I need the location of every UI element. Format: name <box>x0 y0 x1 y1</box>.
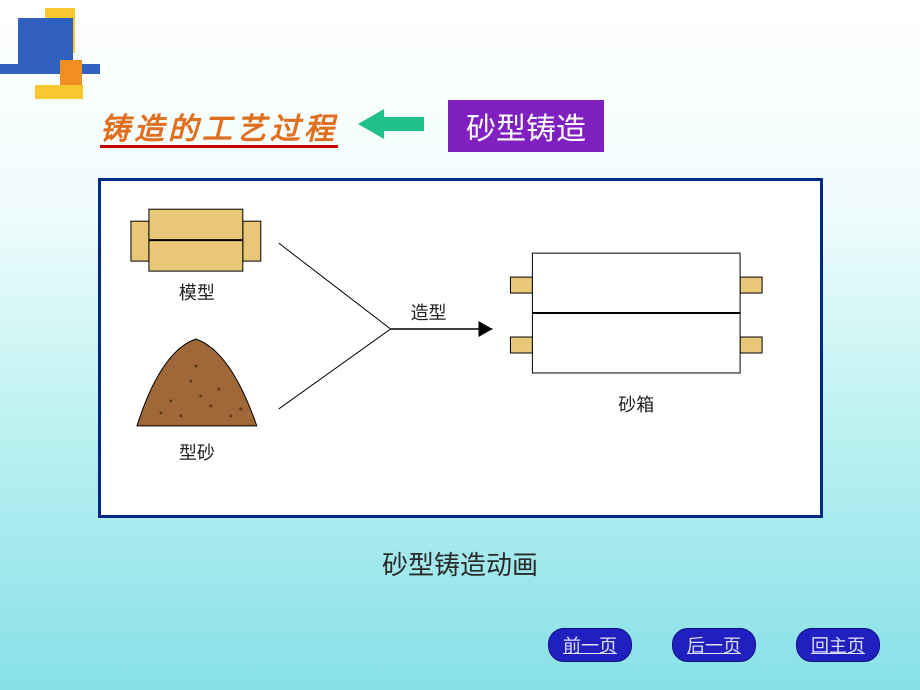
home-button[interactable]: 回主页 <box>796 628 880 662</box>
sand-label: 型砂 <box>179 443 215 463</box>
page-title: 铸造的工艺过程 <box>100 104 338 148</box>
header: 铸造的工艺过程 砂型铸造 <box>100 100 604 152</box>
badge-sandcasting: 砂型铸造 <box>448 100 604 152</box>
process-arrow <box>279 243 493 409</box>
model-shape <box>131 209 261 271</box>
prev-button[interactable]: 前一页 <box>548 628 632 662</box>
sand-pile-shape <box>137 339 257 426</box>
sandbox-label: 砂箱 <box>618 395 654 415</box>
next-button[interactable]: 后一页 <box>672 628 756 662</box>
nav-row: 前一页 后一页 回主页 <box>548 628 880 662</box>
process-label: 造型 <box>411 303 447 323</box>
caption: 砂型铸造动画 <box>0 545 920 582</box>
sandbox-shape <box>510 253 762 373</box>
model-label: 模型 <box>179 283 215 303</box>
diagram-svg: 模型 型砂 造型 <box>101 181 820 515</box>
diagram-frame: 模型 型砂 造型 <box>98 178 823 518</box>
arrow-left-icon <box>358 107 428 146</box>
